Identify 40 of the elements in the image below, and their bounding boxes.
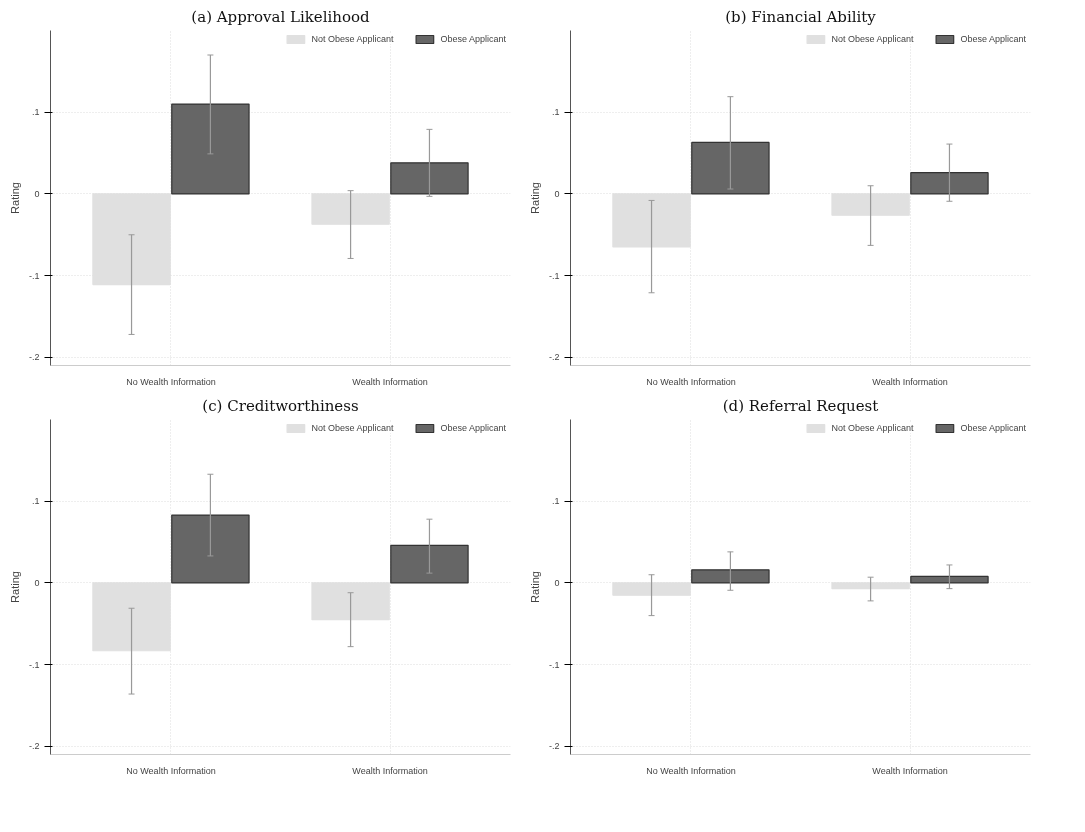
y-tick-label: -.2 [549, 741, 560, 752]
y-tick-label: 0 [34, 577, 40, 588]
y-tick-label: -.2 [29, 741, 40, 752]
y-axis-title: Rating [529, 182, 541, 214]
legend-label: Not Obese Applicant [831, 423, 914, 433]
legend-label: Not Obese Applicant [311, 423, 394, 433]
legend-label: Obese Applicant [440, 423, 506, 433]
legend-label: Obese Applicant [960, 34, 1026, 44]
x-tick-label: No Wealth Information [126, 765, 216, 776]
legend-label: Not Obese Applicant [311, 34, 394, 44]
y-axis-title: Rating [529, 571, 541, 603]
x-tick-label: Wealth Information [872, 765, 948, 776]
y-tick-label: -.2 [549, 352, 560, 363]
y-tick-label: 0 [554, 577, 560, 588]
y-tick-label: -.1 [29, 659, 40, 670]
y-tick-label: -.1 [549, 270, 560, 281]
legend-label: Not Obese Applicant [831, 34, 914, 44]
y-tick-label: 0 [554, 188, 560, 199]
y-tick-label: -.2 [29, 352, 40, 363]
chart-title: (d) Referral Request [722, 396, 879, 415]
legend-label: Obese Applicant [960, 423, 1026, 433]
x-tick-label: No Wealth Information [646, 765, 736, 776]
y-tick-label: .1 [31, 107, 40, 118]
x-tick-label: Wealth Information [352, 765, 428, 776]
y-tick-label: -.1 [29, 270, 40, 281]
y-tick-label: .1 [551, 496, 560, 507]
chart-title: (a) Approval Likelihood [191, 7, 371, 26]
y-axis-title: Rating [9, 182, 21, 214]
x-tick-label: Wealth Information [352, 376, 428, 387]
x-tick-label: No Wealth Information [646, 376, 736, 387]
y-axis-title: Rating [9, 571, 21, 603]
y-tick-label: .1 [31, 496, 40, 507]
x-tick-label: No Wealth Information [126, 376, 216, 387]
y-tick-label: .1 [551, 107, 560, 118]
chart-title: (c) Creditworthiness [202, 396, 359, 415]
y-tick-label: 0 [34, 188, 40, 199]
x-tick-label: Wealth Information [872, 376, 948, 387]
y-tick-label: -.1 [549, 659, 560, 670]
chart-title: (b) Financial Ability [725, 7, 877, 26]
legend-label: Obese Applicant [440, 34, 506, 44]
